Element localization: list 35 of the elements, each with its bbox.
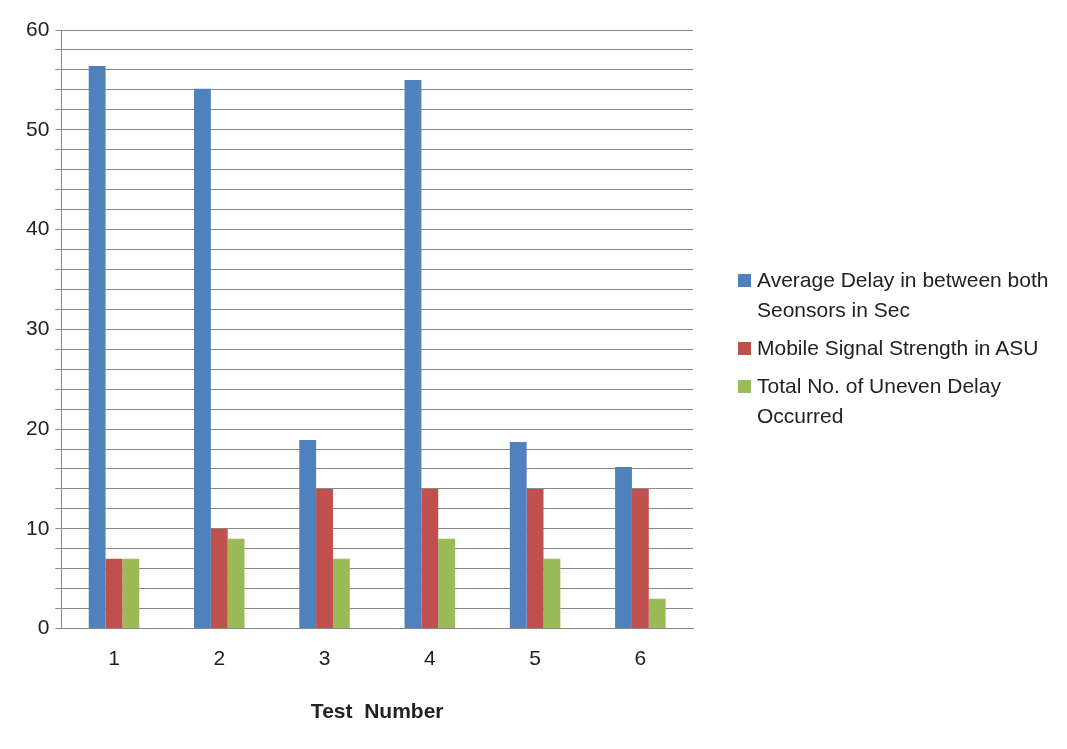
y-tick-label: 40 [26,216,50,240]
bar [299,440,317,629]
bar [526,488,544,629]
bar [509,442,527,629]
bar [421,488,439,629]
bar [88,65,106,629]
bar [648,598,666,629]
bar [615,466,632,629]
x-tick-label: 5 [529,646,541,669]
x-tick-label: 3 [318,646,331,669]
y-tick-label: 30 [26,316,50,340]
bar [210,528,228,629]
y-tick-label: 50 [26,116,50,140]
bar [122,558,140,629]
y-tick-label: 10 [26,515,50,539]
bar [194,88,211,629]
x-tick-label: 6 [634,646,647,669]
bar [543,558,561,629]
legend-label: Mobile Signal Strength in ASU [757,335,1039,361]
legend-label: Total No. of Uneven Delay Occurred [757,373,1002,429]
legend-label: Average Delay in between both Seonsors in Sec [757,267,1050,323]
bar [105,558,123,629]
bar [316,488,333,629]
bar [438,538,456,629]
y-tick-label: 20 [26,415,50,439]
bar [227,538,245,629]
y-tick-label: 60 [26,16,50,40]
bar [332,558,350,629]
x-axis-title: Test Number [310,699,444,723]
x-tick-label: 1 [108,646,120,669]
bar [404,79,422,629]
y-tick-label: 0 [37,615,50,639]
x-tick-label: 4 [423,646,436,669]
bar [631,488,649,629]
x-tick-label: 2 [213,646,226,669]
